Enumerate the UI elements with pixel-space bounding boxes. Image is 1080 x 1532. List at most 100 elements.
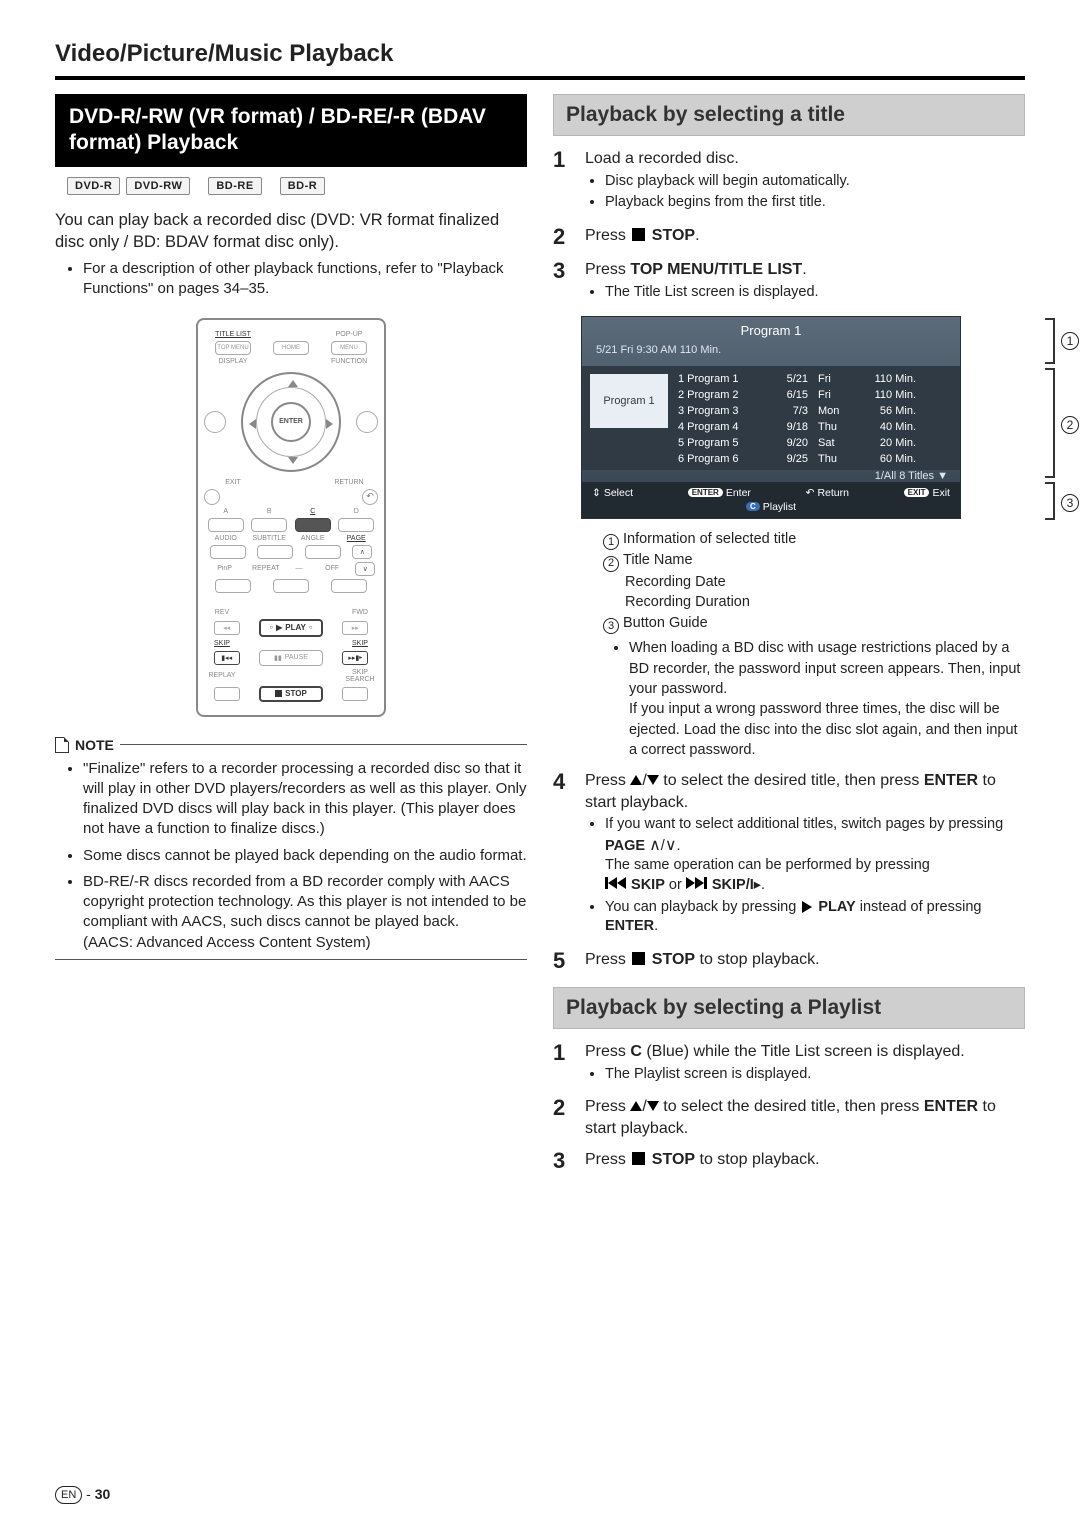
pl-step-1: 1 Press C (Blue) while the Title List sc… (553, 1041, 1025, 1086)
remote-page: ∧ (352, 545, 372, 559)
intro-text: You can play back a recorded disc (DVD: … (55, 209, 527, 254)
step-4: 4 Press / to select the desired title, t… (553, 770, 1025, 939)
remote-control: TITLE LIST POP-UP TOP MENU HOME MENU DIS… (196, 318, 386, 717)
heading-playback-playlist: Playback by selecting a Playlist (553, 987, 1025, 1029)
remote-label-rev: REV (204, 609, 240, 616)
remote-stop: STOP (259, 686, 323, 702)
callout-1: 1 (1061, 332, 1079, 350)
note-label: NOTE (75, 737, 114, 753)
tl-row: 3 Program 37/3Mon56 Min. (678, 404, 954, 420)
note-rule (120, 744, 527, 745)
remote-yellow (338, 518, 374, 532)
intro-bullet-1: For a description of other playback func… (83, 259, 527, 300)
skip-prev-icon (605, 877, 627, 889)
tl-row: 5 Program 59/20Sat20 Min. (678, 436, 954, 452)
play-icon (802, 901, 812, 913)
remote-label-display: DISPLAY (215, 358, 251, 365)
stop-icon (632, 1152, 645, 1165)
remote-angle (305, 545, 341, 559)
remote-label-subtitle: SUBTITLE (251, 535, 287, 542)
remote-red (208, 518, 244, 532)
badge-bd-r: BD-R (280, 177, 326, 195)
note-icon (55, 737, 69, 753)
tl-row: 1 Program 15/21Fri110 Min. (678, 372, 954, 388)
left-column: DVD-R/-RW (VR format) / BD-RE/-R (BDAV f… (55, 94, 527, 1183)
step-1: 1 Load a recorded disc. Disc playback wi… (553, 148, 1025, 215)
remote-label-page: PAGE (338, 535, 374, 542)
badge-dvd-r: DVD-R (67, 177, 120, 195)
remote-label-pinp: PinP (207, 565, 243, 572)
remote-off (331, 579, 367, 593)
remote-color-c: C (295, 508, 331, 515)
remote-skip-prev: ▮◂◂ (214, 651, 240, 665)
remote-label-replay: REPLAY (204, 672, 240, 679)
note-end-rule (55, 959, 527, 960)
tl-thumb: Program 1 (590, 374, 668, 428)
remote-label-off: OFF (314, 565, 350, 572)
step-3: 3 Press TOP MENU/TITLE LIST. The Title L… (553, 259, 1025, 304)
remote-exit-btn (204, 489, 220, 505)
remote-label-return: RETURN (331, 479, 367, 486)
callout-2: 2 (1061, 416, 1079, 434)
remote-display-btn (204, 411, 226, 433)
remote-play: ○▶ PLAY ○ (259, 619, 323, 637)
lang-badge: EN (55, 1486, 82, 1504)
step-2: 2 Press STOP. (553, 225, 1025, 249)
badge-bd-re: BD-RE (208, 177, 261, 195)
tl-row: 2 Program 26/15Fri110 Min. (678, 388, 954, 404)
remote-audio (210, 545, 246, 559)
bracket-3 (1045, 482, 1055, 520)
remote-color-a: A (208, 508, 244, 515)
remote-color-b: B (251, 508, 287, 515)
step1-b1: Disc playback will begin automatically. (605, 172, 1025, 192)
remote-label-audio: AUDIO (208, 535, 244, 542)
heading-playback-title: Playback by selecting a title (553, 94, 1025, 136)
note-header: NOTE (55, 737, 527, 753)
remote-enter: ENTER (271, 402, 311, 442)
title-list-screen: Program 1 5/21 Fri 9:30 AM 110 Min. Prog… (581, 316, 1025, 519)
page-title: Video/Picture/Music Playback (55, 40, 1025, 68)
stop-icon (632, 952, 645, 965)
remote-label-skip-r: SKIP (342, 640, 378, 647)
remote-label-angle: ANGLE (295, 535, 331, 542)
remote-pause: ▮▮ PAUSE (259, 650, 323, 666)
tl-row: 4 Program 49/18Thu40 Min. (678, 420, 954, 436)
remote-dpad: ENTER (241, 372, 341, 472)
remote-wrap: TITLE LIST POP-UP TOP MENU HOME MENU DIS… (55, 318, 527, 717)
tl-footer-count: 1/All 8 Titles ▼ (582, 470, 960, 482)
step1-b2: Playback begins from the first title. (605, 193, 1025, 213)
remote-rev: ◂◂ (214, 621, 240, 635)
title-rule (55, 76, 1025, 80)
remote-subtitle (257, 545, 293, 559)
callout-3: 3 (1061, 494, 1079, 512)
step4-b1: If you want to select additional titles,… (605, 815, 1025, 895)
tl-header-title: Program 1 (592, 323, 950, 338)
pl-step1-b1: The Playlist screen is displayed. (605, 1065, 1025, 1085)
page-footer: EN - 30 (55, 1486, 110, 1504)
legend-bd-note: When loading a BD disc with usage restri… (629, 638, 1025, 760)
tl-row: 6 Program 69/25Thu60 Min. (678, 452, 954, 468)
intro-bullets: For a description of other playback func… (55, 259, 527, 300)
remote-label-fwd: FWD (342, 609, 378, 616)
remote-replay (214, 687, 240, 701)
step4-b2: You can playback by pressing PLAY instea… (605, 898, 1025, 937)
remote-top-menu: TOP MENU (215, 341, 251, 355)
right-column: Playback by selecting a title 1 Load a r… (553, 94, 1025, 1183)
pl-step-2: 2 Press / to select the desired title, t… (553, 1096, 1025, 1139)
remote-function-btn (356, 411, 378, 433)
badge-dvd-rw: DVD-RW (126, 177, 190, 195)
note-3: BD-RE/-R discs recorded from a BD record… (83, 872, 527, 953)
steps-title: 1 Load a recorded disc. Disc playback wi… (553, 148, 1025, 304)
remote-blue (295, 518, 331, 532)
bracket-2 (1045, 368, 1055, 478)
tl-guide: ⇕ Select ENTER Enter ↶ Return EXIT Exit … (582, 482, 960, 518)
remote-home: HOME (273, 341, 309, 355)
tl-header-info: 5/21 Fri 9:30 AM 110 Min. (596, 344, 950, 356)
remote-pinp (215, 579, 251, 593)
note-2: Some discs cannot be played back dependi… (83, 846, 527, 866)
content-columns: DVD-R/-RW (VR format) / BD-RE/-R (BDAV f… (55, 94, 1025, 1183)
remote-label-function: FUNCTION (331, 358, 367, 365)
section-heading-dvd: DVD-R/-RW (VR format) / BD-RE/-R (BDAV f… (55, 94, 527, 167)
remote-label-skipsearch: SKIP SEARCH (342, 669, 378, 683)
remote-repeat (273, 579, 309, 593)
